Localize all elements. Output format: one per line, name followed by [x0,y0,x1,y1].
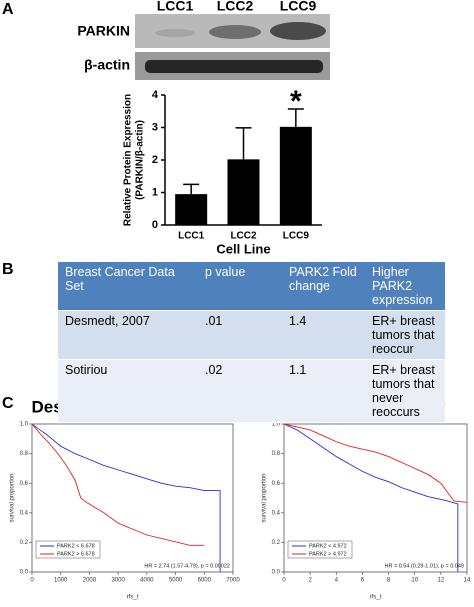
survival-curve [31,423,221,572]
annotation: HR = 2.74 (1.57-4.79), p = 0.00022 [144,563,230,569]
y-tick-label: 0.4 [272,510,281,516]
x-tick-label: LCC9 [283,231,310,242]
x-tick-label: LCC2 [230,231,257,242]
panel-label: A [2,1,14,18]
cell: Sotiriou [58,359,198,423]
x-tick-label: 2000 [83,578,97,584]
y-tick-label: 0.8 [20,451,29,457]
lane-label: LCC2 [217,0,254,14]
y-tick-label: 0.2 [272,540,281,546]
header-cell: Higher PARK2 expression [365,262,445,311]
y-tick-label: 0.6 [20,481,29,487]
y-tick-label: 3 [152,121,158,133]
header-cell: Breast Cancer Data Set [58,262,198,311]
table-header: Breast Cancer Data Set p value PARK2 Fol… [58,262,445,311]
x-tick-label: LCC1 [178,231,205,242]
y-tick-label: 0.0 [272,570,281,576]
x-axis-label: rfs_t [370,595,382,601]
x-tick-label: 0 [30,578,34,584]
table-row: Desmedt, 2007 .01 1.4 ER+ breast tumors … [58,310,445,360]
cell: ER+ breast tumors that reoccur [365,310,445,360]
header-cell: p value [198,262,282,311]
x-tick-label: 10 [411,578,418,584]
y-tick-label: 4 [152,89,159,101]
x-tick-label: 2 [308,578,312,584]
legend-label: PARK2 > 4.972 [309,551,347,557]
legend-frame [35,540,101,559]
y-axis-label: survival proportion [262,473,268,522]
y-tick-label: 0.0 [20,570,29,576]
blot-band [270,22,326,40]
legend-label: PARK2 < 6.678 [57,543,95,549]
bar [227,159,260,225]
survival-curve [31,423,205,546]
survival-curve [283,423,468,503]
x-tick-label: 8 [387,578,391,584]
row-label: PARKIN [77,23,130,39]
bar [175,194,208,225]
x-tick-label: 14 [464,578,471,584]
x-tick-label: 1000 [54,578,68,584]
x-tick-label: 7000 [226,578,240,584]
x-axis-label: rfs_t [127,595,139,601]
y-tick-label: 1.0 [272,422,281,428]
lane-label: LCC9 [280,0,317,14]
legend-label: PARK2 > 6.678 [57,551,95,557]
cell: 1.1 [282,359,365,423]
plot-frame [283,423,468,573]
cell: Desmedt, 2007 [58,310,198,360]
y-tick-label: 2 [152,154,158,166]
cell: ER+ breast tumors that never reoccurs [365,359,445,423]
survival-curve [283,423,459,572]
legend-label: PARK2 < 4.972 [309,543,347,549]
blot-band [145,60,323,73]
panel-label: B [2,261,14,278]
x-tick-label: 6 [361,578,365,584]
plot-frame [31,423,234,573]
lane-label: LCC1 [157,0,194,14]
x-tick-label: 3000 [111,578,125,584]
row-label: β-actin [84,57,130,73]
x-tick-label: 4 [335,578,339,584]
blot-band [209,25,261,39]
cell: .02 [198,359,282,423]
blot-band [155,29,195,37]
y-tick-label: 0.4 [20,510,29,516]
x-tick-label: 5000 [169,578,183,584]
header-cell: PARK2 Fold change [282,262,365,311]
data-table: Breast Cancer Data Set p value PARK2 Fol… [58,262,445,423]
x-tick-label: 4000 [140,578,154,584]
y-axis-label: survival proportion [10,473,16,522]
y-tick-label: 1.0 [20,422,29,428]
y-tick-label: 0 [152,219,158,231]
table-row: Sotiriou .02 1.1 ER+ breast tumors that … [58,359,445,423]
annotation: * [290,85,302,118]
y-tick-label: 1 [152,186,158,198]
y-axis-label: (PARKIN/β-actin) [135,120,146,200]
x-axis-label: Cell Line [216,241,270,256]
cell: 1.4 [282,310,365,360]
annotation: HR = 0.54 (0.29-1.01), p = 0.049 [385,563,465,569]
cell: .01 [198,310,282,360]
x-tick-label: 0 [282,578,286,584]
bar [279,126,312,225]
y-tick-label: 0.6 [272,481,281,487]
y-tick-label: 0.8 [272,451,281,457]
x-tick-label: 6000 [198,578,212,584]
y-axis-label: Relative Protein Expression [123,94,134,226]
panel-label: C [2,395,14,412]
legend-frame [287,540,353,559]
x-tick-label: 12 [438,578,445,584]
y-tick-label: 0.2 [20,540,29,546]
